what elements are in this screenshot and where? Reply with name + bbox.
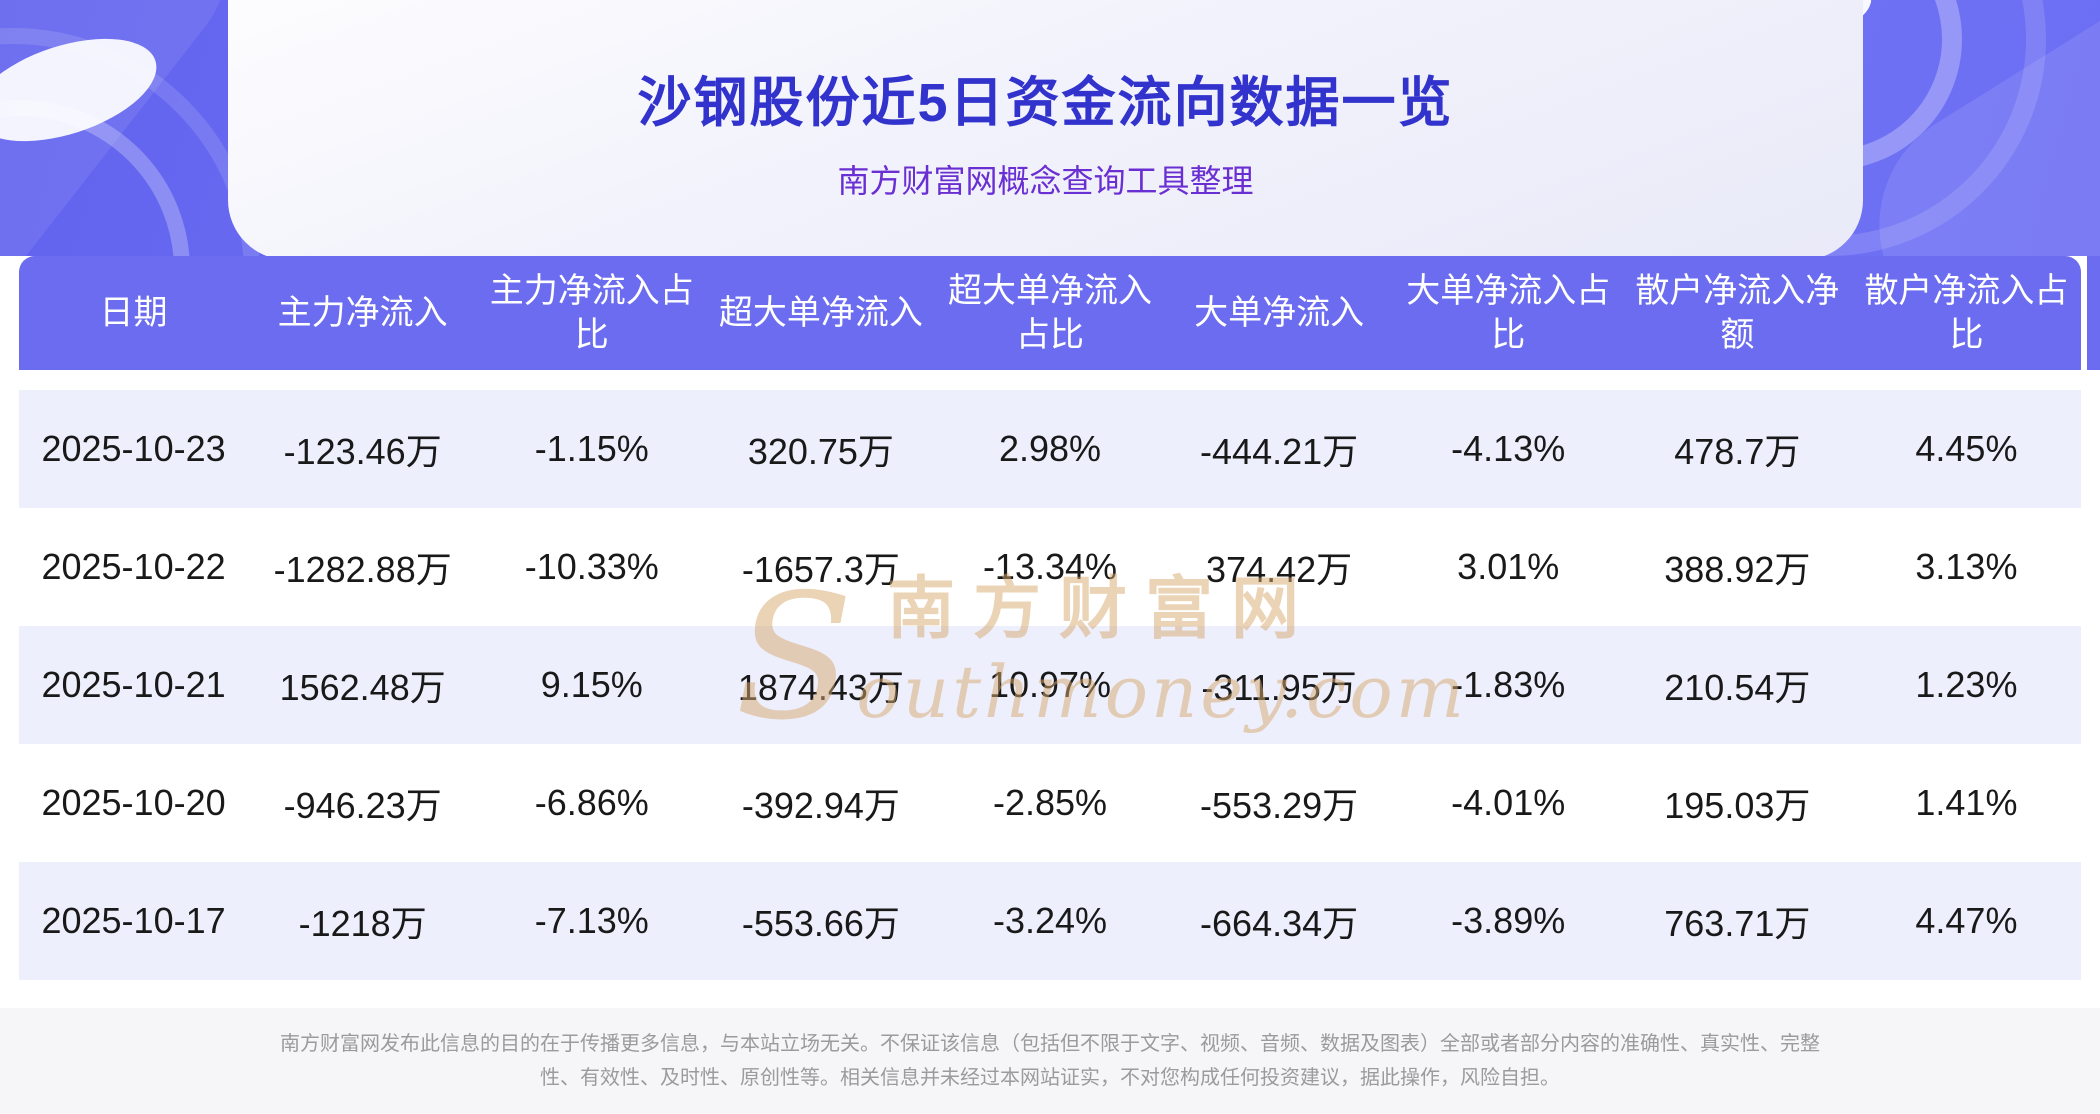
table-cell: -13.34%	[982, 546, 1118, 587]
table-cell: 210.54万	[1664, 667, 1811, 708]
table-cell: -10.33%	[524, 546, 659, 587]
table-cell: 2025-10-21	[41, 664, 226, 705]
table-cell: 763.71万	[1664, 903, 1811, 944]
table-row: 2025-10-21 1562.48万 9.15% 1874.43万 10.97% -31…	[19, 626, 2081, 744]
header-cell: 日期	[19, 256, 249, 390]
table-cell: 4.47%	[1915, 900, 2018, 941]
table-header-row: 日期 主力净流入 主力净流入占比 超大单净流入 超大单净流入占比 大单净流入 大单净流入占比…	[19, 256, 2081, 390]
table-cell: -1657.3万	[741, 549, 900, 590]
table-cell: -946.23万	[283, 785, 442, 826]
table-cell: -4.13%	[1451, 428, 1566, 469]
table-cell: 388.92万	[1664, 549, 1811, 590]
table-cell: 2025-10-22	[41, 546, 226, 587]
table-cell: 1562.48万	[279, 667, 446, 708]
table-cell: -553.29万	[1200, 785, 1359, 826]
header-cell: 主力净流入	[248, 256, 478, 390]
footer: 南方财富网发布此信息的目的在于传播更多信息，与本站立场无关。不保证该信息（包括但…	[0, 1008, 2100, 1114]
table-cell: 4.45%	[1915, 428, 2018, 469]
table-cell: -4.01%	[1451, 782, 1566, 823]
table-cell: -1218万	[298, 903, 427, 944]
table-cell: 2025-10-20	[41, 782, 226, 823]
top-banner: 沙钢股份近5日资金流向数据一览 南方财富网概念查询工具整理	[0, 0, 2100, 256]
table-cell: 2025-10-23	[41, 428, 226, 469]
table-cell: -123.46万	[283, 431, 442, 472]
table-cell: 2025-10-17	[41, 900, 226, 941]
header-cell: 超大单净流入占比	[935, 256, 1165, 390]
header-cell: 散户净流入占比	[1851, 256, 2081, 390]
table-cell: -1.15%	[534, 428, 649, 469]
table-row: 2025-10-17 -1218万 -7.13% -553.66万 -3.24% -664…	[19, 862, 2081, 980]
table-head: 日期 主力净流入 主力净流入占比 超大单净流入 超大单净流入占比 大单净流入 大单净流入占比…	[19, 256, 2081, 390]
table-cell: 478.7万	[1674, 431, 1801, 472]
table-cell: -1282.88万	[273, 549, 452, 590]
table-cell: -311.95万	[1201, 667, 1357, 708]
table-row: 2025-10-23 -123.46万 -1.15% 320.75万 2.98% -444…	[19, 390, 2081, 508]
header-cell: 大单净流入占比	[1393, 256, 1623, 390]
table-cell: -392.94万	[741, 785, 900, 826]
header-cell: 超大单净流入	[706, 256, 936, 390]
table-cell: 10.97%	[988, 664, 1112, 705]
right-edge-accent	[2087, 256, 2100, 370]
table-cell: -6.86%	[534, 782, 649, 823]
footer-disclaimer: 南方财富网发布此信息的目的在于传播更多信息，与本站立场无关。不保证该信息（包括但…	[280, 1033, 1820, 1089]
fund-flow-table: 日期 主力净流入 主力净流入占比 超大单净流入 超大单净流入占比 大单净流入 大单净流入占比…	[19, 256, 2081, 980]
table-cell: 320.75万	[747, 431, 894, 472]
header-cell: 大单净流入	[1164, 256, 1394, 390]
table-body: 2025-10-23 -123.46万 -1.15% 320.75万 2.98% -444…	[19, 390, 2081, 980]
table-cell: 195.03万	[1664, 785, 1811, 826]
header-panel	[228, 0, 1863, 256]
table-cell: 1874.43万	[737, 667, 904, 708]
table-cell: -3.24%	[992, 900, 1108, 941]
table-container: 日期 主力净流入 主力净流入占比 超大单净流入 超大单净流入占比 大单净流入 大单净流入占比…	[19, 256, 2081, 980]
table-row: 2025-10-20 -946.23万 -6.86% -392.94万 -2.85% -5…	[19, 744, 2081, 862]
table-cell: -444.21万	[1200, 431, 1359, 472]
table-cell: -664.34万	[1200, 903, 1359, 944]
table-cell: -7.13%	[534, 900, 649, 941]
page-title: 沙钢股份近5日资金流向数据一览	[637, 73, 1454, 133]
table-cell: -1.83%	[1451, 664, 1566, 705]
table-cell: -553.66万	[741, 903, 900, 944]
table-cell: 374.42万	[1206, 549, 1353, 590]
header-cell: 散户净流入净额	[1622, 256, 1852, 390]
header-cell: 主力净流入占比	[477, 256, 707, 390]
table-cell: 2.98%	[998, 428, 1102, 469]
page-subtitle: 南方财富网概念查询工具整理	[837, 163, 1254, 199]
table-cell: -3.89%	[1451, 900, 1566, 941]
table-cell: 3.13%	[1915, 546, 2018, 587]
table-cell: -2.85%	[992, 782, 1108, 823]
table-cell: 3.01%	[1457, 546, 1560, 587]
table-cell: 1.23%	[1915, 664, 2018, 705]
table-cell: 9.15%	[540, 664, 643, 705]
table-row: 2025-10-22 -1282.88万 -10.33% -1657.3万 -13.34…	[19, 508, 2081, 626]
table-cell: 1.41%	[1915, 782, 2018, 823]
